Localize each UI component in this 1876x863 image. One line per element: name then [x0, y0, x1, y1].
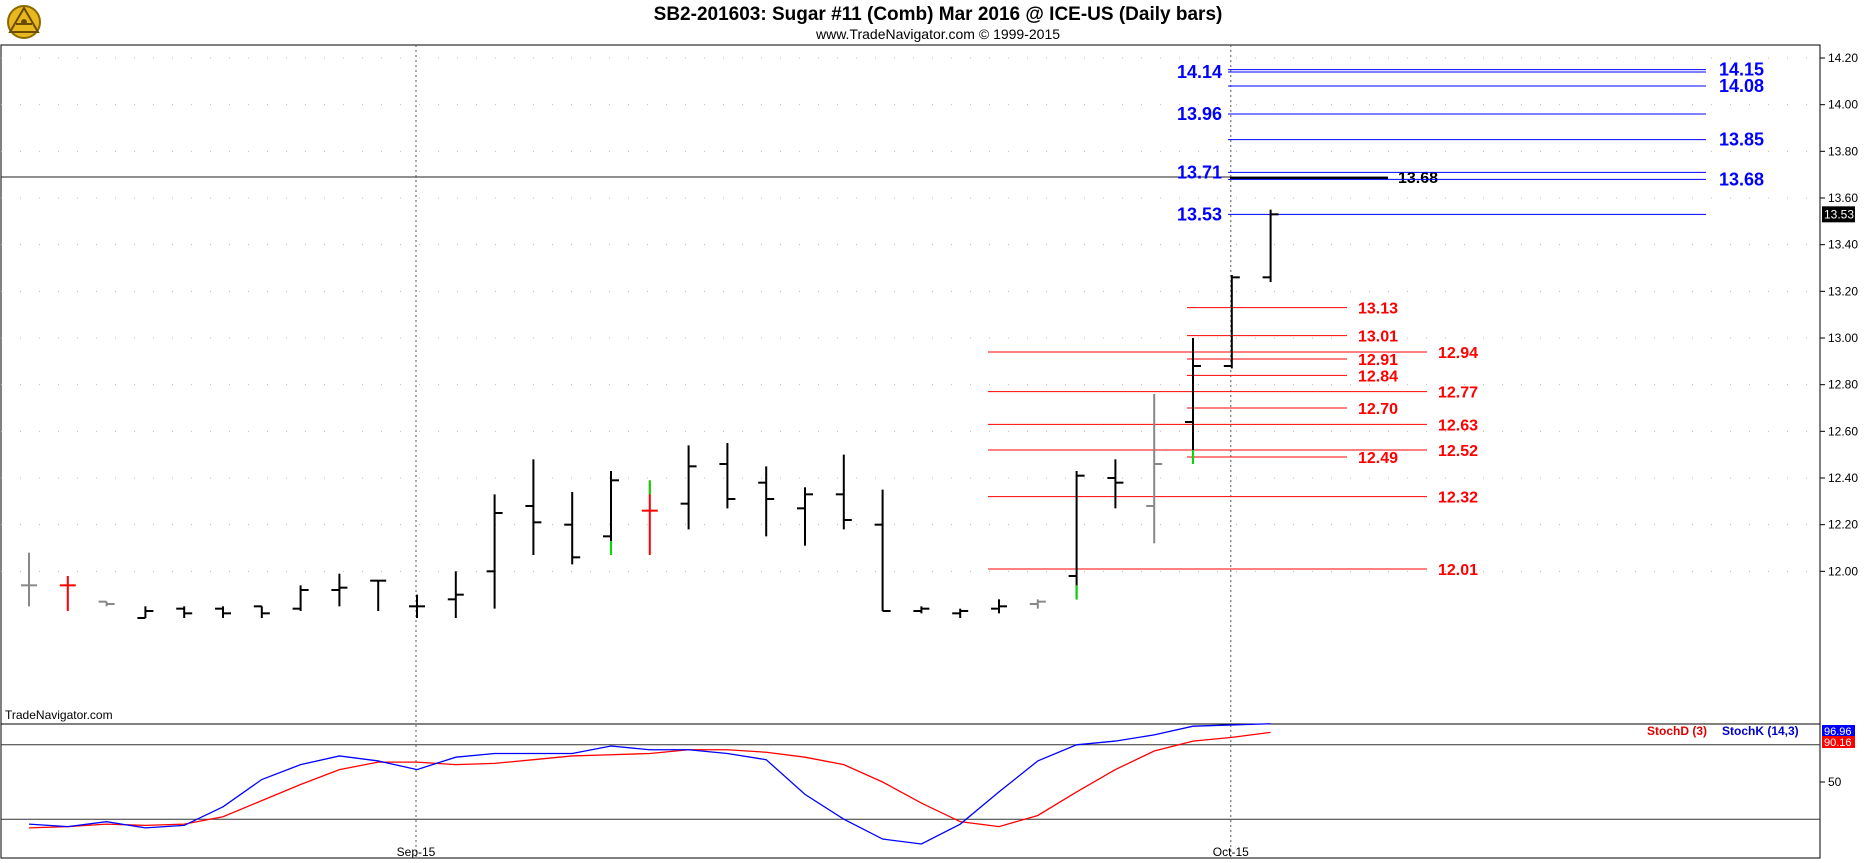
ohlc-bar — [719, 443, 736, 509]
stoch-tick-label: 50 — [1828, 775, 1842, 789]
ohlc-bar — [952, 608, 969, 618]
blue-level-label: 13.53 — [1177, 204, 1222, 224]
ohlc-bar — [176, 606, 193, 618]
stoch-line-blue — [28, 723, 1271, 845]
legend-stochd: StochD (3) — [1647, 724, 1707, 738]
ohlc-bars — [21, 209, 1279, 619]
red-level-label: 13.13 — [1358, 301, 1398, 318]
price-tick-label: 14.00 — [1828, 98, 1858, 112]
price-tick-label: 13.40 — [1828, 238, 1858, 252]
red-level-label: 12.77 — [1438, 385, 1478, 402]
trade-navigator-logo-icon — [7, 5, 41, 39]
ohlc-bar — [758, 466, 775, 537]
red-level-label: 12.70 — [1358, 401, 1398, 418]
blue-level-label: 13.71 — [1177, 162, 1222, 182]
chart-title: SB2-201603: Sugar #11 (Comb) Mar 2016 @ … — [653, 4, 1223, 25]
stochd-value-tag — [1822, 736, 1855, 748]
ohlc-bar — [797, 487, 813, 546]
price-tick-label: 13.00 — [1828, 331, 1858, 345]
ohlc-bar — [1185, 338, 1201, 464]
horizontal-level-label: 13.68 — [1398, 170, 1438, 187]
ohlc-bar — [59, 576, 76, 611]
ohlc-bar — [486, 494, 503, 609]
ohlc-bar — [1107, 459, 1124, 509]
price-tick-label: 12.40 — [1828, 471, 1858, 485]
blue-level-label: 14.15 — [1719, 60, 1764, 80]
blue-level-label: 14.14 — [1177, 62, 1222, 82]
ohlc-bar — [1068, 471, 1085, 600]
price-tick-label: 12.60 — [1828, 424, 1858, 438]
ohlc-bar — [137, 606, 154, 619]
plot-frame — [0, 44, 1821, 859]
ohlc-bar — [253, 605, 270, 618]
x-tick-label: Sep-15 — [397, 845, 436, 859]
red-level-label: 12.94 — [1438, 345, 1478, 362]
ohlc-bar — [292, 585, 309, 611]
red-level-label: 12.49 — [1358, 450, 1398, 467]
ohlc-bar — [370, 579, 387, 611]
ohlc-bar — [525, 459, 542, 555]
price-tick-label: 13.20 — [1828, 284, 1858, 298]
watermark: TradeNavigator.com — [5, 708, 113, 722]
red-level-label: 12.01 — [1438, 562, 1478, 579]
ohlc-bar — [1223, 275, 1240, 369]
ohlc-bar — [98, 600, 115, 607]
blue-level-label: 13.85 — [1719, 130, 1764, 150]
last-price-tag — [1822, 206, 1855, 223]
ohlc-bar — [991, 599, 1007, 614]
red-level-label: 12.84 — [1358, 368, 1398, 385]
ohlc-bar — [874, 489, 891, 612]
price-tick-label: 13.60 — [1828, 191, 1858, 205]
x-tick-label: Oct-15 — [1213, 845, 1249, 859]
price-tick-label: 14.20 — [1828, 51, 1858, 65]
ohlc-bar — [680, 445, 697, 530]
ohlc-bar — [447, 571, 464, 618]
price-tick-label: 13.80 — [1828, 144, 1858, 158]
ohlc-bar — [564, 492, 581, 565]
legend-stochk: StochK (14,3) — [1722, 724, 1799, 738]
ohlc-bar — [21, 552, 37, 607]
ohlc-bar — [1029, 599, 1046, 609]
red-level-label: 12.91 — [1358, 352, 1398, 369]
price-tick-label: 12.20 — [1828, 518, 1858, 532]
ohlc-bar — [1262, 209, 1279, 282]
ohlc-bar — [409, 594, 425, 618]
last-price-label: 13.53 — [1824, 207, 1854, 221]
price-tick-label: 12.00 — [1828, 564, 1858, 578]
ohlc-bar — [913, 606, 930, 614]
red-level-label: 13.01 — [1358, 329, 1398, 346]
red-level-label: 12.63 — [1438, 417, 1478, 434]
price-tick-label: 12.80 — [1828, 378, 1858, 392]
ohlc-bar — [331, 573, 348, 607]
ohlc-bar — [835, 454, 852, 530]
blue-level-label: 13.68 — [1719, 169, 1764, 189]
ohlc-bar — [1146, 394, 1163, 544]
stochk-value-tag — [1822, 725, 1855, 737]
chart-subtitle: www.TradeNavigator.com © 1999-2015 — [815, 26, 1061, 42]
stochd-value-label: 90.16 — [1824, 737, 1852, 749]
ohlc-bar — [641, 480, 658, 555]
stoch-line-red — [28, 731, 1271, 829]
ohlc-bar — [603, 471, 619, 555]
blue-level-label: 13.96 — [1177, 104, 1222, 124]
stochk-value-label: 96.96 — [1824, 726, 1852, 738]
red-level-label: 12.52 — [1438, 443, 1478, 460]
blue-level-label: 14.08 — [1719, 76, 1764, 96]
ohlc-bar — [215, 606, 231, 618]
red-level-label: 12.32 — [1438, 490, 1478, 507]
